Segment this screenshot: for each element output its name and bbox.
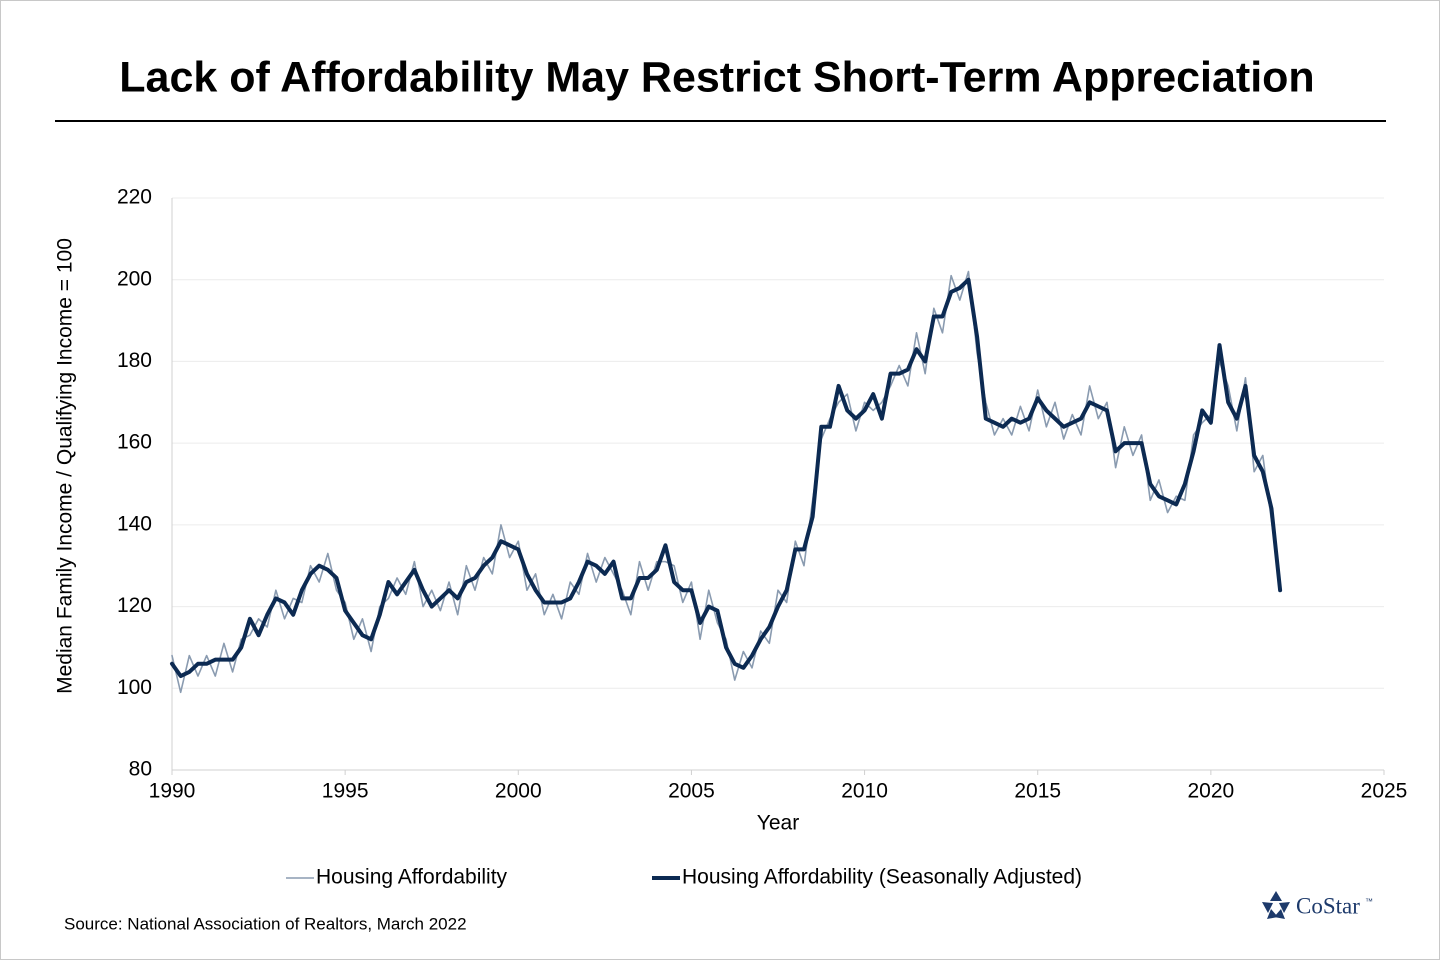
- y-axis-title: Median Family Income / Qualifying Income…: [54, 238, 77, 694]
- y-tick-label: 140: [117, 512, 152, 535]
- x-tick-label: 2015: [1014, 780, 1061, 803]
- x-tick-label: 2000: [495, 780, 542, 803]
- x-tick-label: 1995: [322, 780, 369, 803]
- x-axis-title: Year: [757, 812, 799, 835]
- y-tick-label: 160: [117, 431, 152, 454]
- legend-label: Housing Affordability: [316, 866, 508, 889]
- y-tick-label: 200: [117, 267, 152, 290]
- logo-trademark: ™: [1365, 897, 1373, 906]
- x-tick-label: 2005: [668, 780, 715, 803]
- y-tick-label: 120: [117, 594, 152, 617]
- y-tick-label: 180: [117, 349, 152, 372]
- x-tick-label: 2010: [841, 780, 888, 803]
- x-tick-label: 2020: [1187, 780, 1234, 803]
- y-tick-label: 100: [117, 676, 152, 699]
- logo-text: CoStar: [1296, 893, 1360, 918]
- x-tick-label: 2025: [1361, 780, 1408, 803]
- x-tick-label: 1990: [149, 780, 196, 803]
- logo: CoStar ™: [1262, 891, 1373, 919]
- y-tick-label: 220: [117, 186, 152, 209]
- y-tick-label: 80: [129, 758, 152, 781]
- source-note: Source: National Association of Realtors…: [64, 914, 467, 933]
- legend-label: Housing Affordability (Seasonally Adjust…: [682, 866, 1082, 889]
- series-line: [170, 277, 1283, 679]
- chart-title: Lack of Affordability May Restrict Short…: [119, 53, 1314, 101]
- logo-icon: [1262, 891, 1290, 919]
